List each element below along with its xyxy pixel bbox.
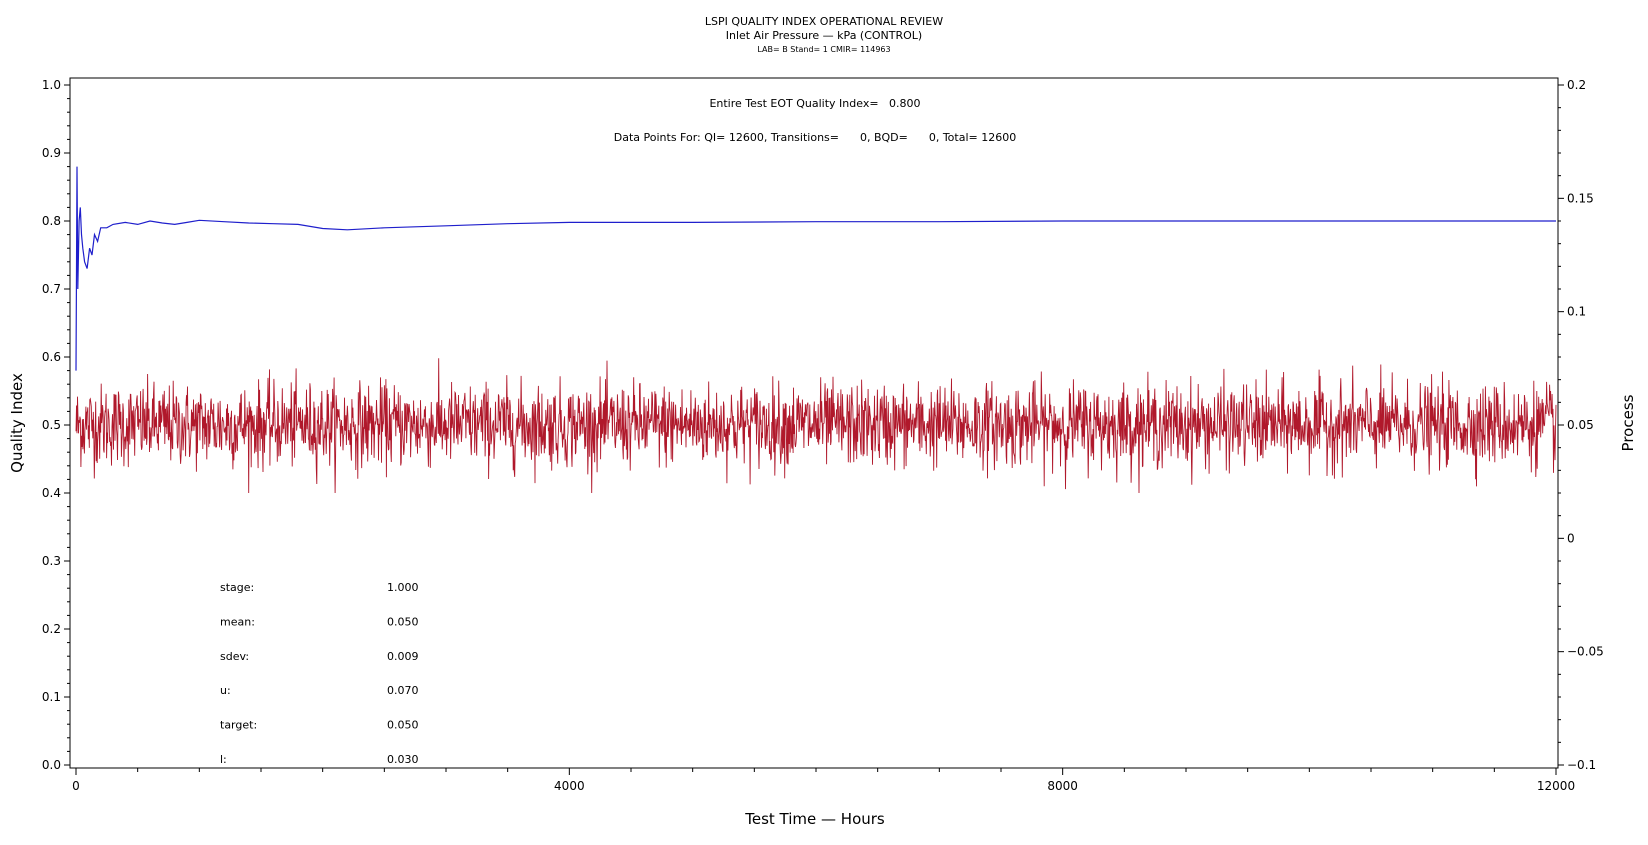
quality-index-series: [75, 166, 1556, 371]
y-tick-label: 0.2: [42, 622, 61, 636]
x-axis-label: Test Time — Hours: [744, 810, 885, 828]
data-points-note: Data Points For: QI= 12600, Transitions=…: [614, 131, 1016, 144]
y2-tick-label: −0.05: [1567, 645, 1604, 659]
y-tick-label: 0.9: [42, 146, 61, 160]
x-tick-label: 0: [72, 779, 80, 793]
y2-tick-label: 0.05: [1567, 418, 1594, 432]
chart-subtitle: Inlet Air Pressure — kPa (CONTROL): [726, 29, 922, 42]
quality-index-line: [75, 166, 1556, 371]
stat-value: 0.050: [387, 615, 419, 628]
process-series: [75, 358, 1557, 494]
x-tick-label: 12000: [1537, 779, 1575, 793]
y-tick-label: 0.4: [42, 486, 61, 500]
stat-label: l:: [220, 753, 227, 766]
stat-label: sdev:: [220, 650, 249, 663]
stat-value: 0.030: [387, 753, 419, 766]
y-tick-label: 0.0: [42, 758, 61, 772]
y-tick-label: 0.7: [42, 282, 61, 296]
stat-value: 0.050: [387, 719, 419, 732]
y2-tick-label: 0: [1567, 531, 1575, 545]
y-tick-label: 0.6: [42, 350, 61, 364]
y2-axis-label: Process: [1619, 394, 1637, 451]
stat-value: 1.000: [387, 581, 419, 594]
y-axis-label: Quality Index: [8, 373, 26, 473]
y-tick-label: 0.3: [42, 554, 61, 568]
stat-label: target:: [220, 719, 257, 732]
x-tick-label: 8000: [1047, 779, 1078, 793]
eot-quality-index-note: Entire Test EOT Quality Index= 0.800: [709, 97, 920, 110]
y-tick-label: 0.8: [42, 214, 61, 228]
y2-tick-label: 0.15: [1567, 191, 1594, 205]
y2-tick-label: 0.2: [1567, 78, 1586, 92]
stats-block: stage: 1.000 mean: 0.050 sdev: 0.009 u: 0.070 ta…: [220, 581, 419, 766]
process-line: [75, 358, 1557, 494]
stat-value: 0.070: [387, 684, 419, 697]
plot-frame: [69, 77, 1559, 769]
y2-tick-label: −0.1: [1567, 758, 1596, 772]
stat-label: mean:: [220, 615, 255, 628]
stat-value: 0.009: [387, 650, 419, 663]
y-tick-label: 0.1: [42, 690, 61, 704]
y2-tick-label: 0.1: [1567, 305, 1586, 319]
chart-title: LSPI QUALITY INDEX OPERATIONAL REVIEW: [705, 15, 943, 28]
y-tick-label: 0.5: [42, 418, 61, 432]
y-tick-label: 1.0: [42, 78, 61, 92]
axis-ticks: 0.0 0.1 0.2 0.3 0.4 0.5 0.6 0.7 0.8 0.9 1.0 −0.1 −0.…: [42, 78, 1604, 793]
stat-label: u:: [220, 684, 231, 697]
chart-meta: LAB= B Stand= 1 CMIR= 114963: [757, 45, 890, 54]
stat-label: stage:: [220, 581, 254, 594]
x-tick-label: 4000: [554, 779, 585, 793]
